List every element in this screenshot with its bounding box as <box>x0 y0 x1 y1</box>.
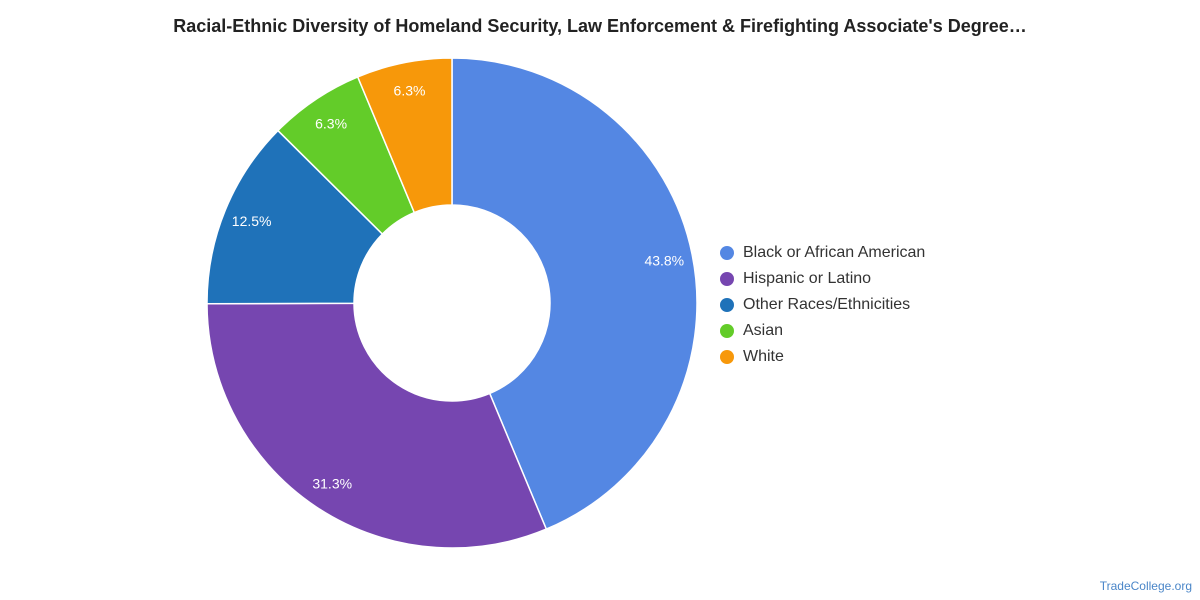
slice-label-4: 6.3% <box>394 83 426 99</box>
slice-label-3: 6.3% <box>315 115 347 131</box>
legend: Black or African American Hispanic or Lat… <box>720 240 925 370</box>
legend-item[interactable]: White <box>720 344 925 370</box>
legend-swatch <box>720 246 734 260</box>
credit-link[interactable]: TradeCollege.org <box>1099 579 1192 593</box>
legend-item[interactable]: Other Races/Ethnicities <box>720 292 925 318</box>
legend-swatch <box>720 324 734 338</box>
legend-label: Black or African American <box>743 244 926 261</box>
slice-label-1: 31.3% <box>312 475 352 491</box>
legend-item[interactable]: Asian <box>720 318 925 344</box>
legend-item[interactable]: Hispanic or Latino <box>720 266 925 292</box>
legend-item[interactable]: Black or African American <box>720 240 925 266</box>
slice-label-2: 12.5% <box>232 213 272 229</box>
legend-label: White <box>743 348 784 365</box>
legend-swatch <box>720 298 734 312</box>
slice-4[interactable] <box>356 57 453 214</box>
legend-label: Hispanic or Latino <box>743 270 872 287</box>
legend-swatch <box>720 350 734 364</box>
legend-label: Asian <box>743 322 784 339</box>
legend-swatch <box>720 272 734 286</box>
slice-2[interactable] <box>206 129 384 305</box>
chart-title: Racial-Ethnic Diversity of Homeland Secu… <box>173 16 1027 36</box>
slice-1[interactable] <box>206 302 548 549</box>
slice-label-0: 43.8% <box>644 253 684 269</box>
slice-0[interactable] <box>451 57 698 531</box>
legend-label: Other Races/Ethnicities <box>743 296 911 313</box>
